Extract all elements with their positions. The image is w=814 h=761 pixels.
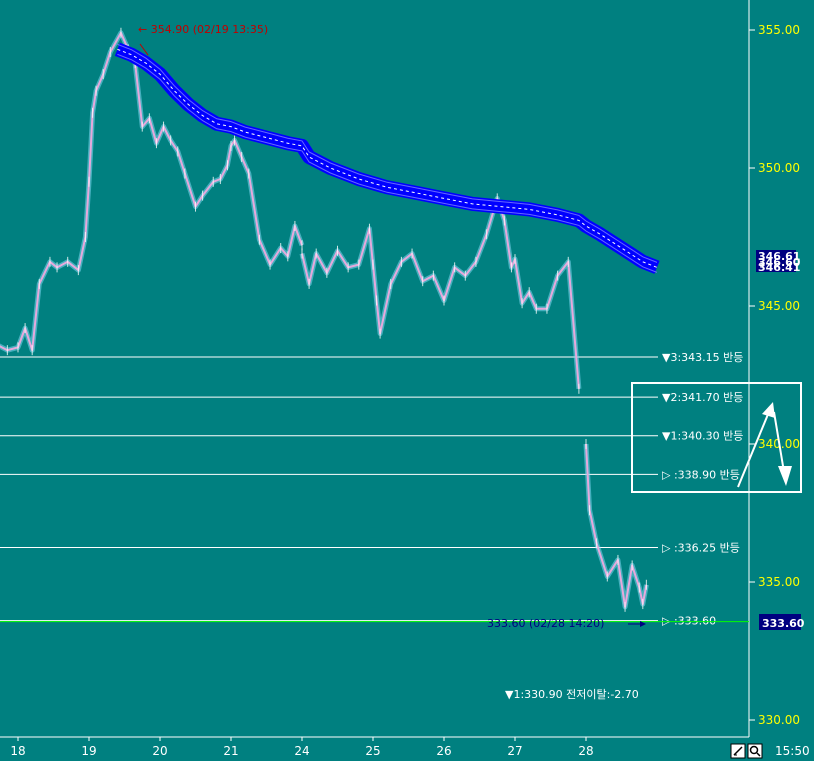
- x-tick-label: 28: [578, 744, 593, 758]
- current-price-label: 333.60: [762, 617, 805, 630]
- y-tick-label: 335.00: [758, 575, 800, 589]
- high-annotation-label: ← 354.90 (02/19 13:35): [138, 23, 268, 36]
- x-tick-label: 19: [81, 744, 96, 758]
- up-arrowhead-icon: [762, 402, 775, 418]
- x-tick-label: 20: [152, 744, 167, 758]
- bottom-toolbar: 15:50: [730, 743, 810, 759]
- price-box-3: 346.60: [758, 256, 801, 269]
- bottom-annotation-label: ▼1:330.90 전저이탈:-2.70: [505, 688, 639, 701]
- price-line: [301, 197, 580, 389]
- level-label: ▷ :338.90 반등: [662, 468, 740, 481]
- y-tick-label: 345.00: [758, 299, 800, 313]
- x-tick-label: 27: [507, 744, 522, 758]
- moving-average-channel: [114, 42, 660, 274]
- y-tick-label: 330.00: [758, 713, 800, 727]
- x-tick-label: 24: [294, 744, 309, 758]
- price-series: [0, 27, 649, 612]
- support-levels: ▼3:343.15 반등 ▼2:341.70 반등 ▼1:340.30 반등 ▷ :3…: [0, 351, 749, 628]
- down-arrowhead-icon: [778, 466, 792, 486]
- current-price-box: 333.60: [759, 614, 805, 630]
- pen-icon[interactable]: [730, 743, 746, 759]
- level-label: ▼2:341.70 반등: [662, 391, 743, 404]
- channel-lower: [117, 53, 658, 273]
- channel-band: [114, 42, 660, 274]
- y-tick-label: 350.00: [758, 161, 800, 175]
- x-tick-label: 25: [365, 744, 380, 758]
- x-tick-label: 21: [223, 744, 238, 758]
- up-arrow-icon: [737, 406, 772, 488]
- price-box-2: 346.41: [758, 261, 800, 274]
- price-line: [0, 31, 303, 352]
- low-annotation: 333.60 (02/28 14:20): [487, 617, 646, 630]
- x-axis-ticks: 18 19 20 21 24 25 26 27 28: [10, 737, 594, 758]
- level-label: ▷ :336.25 반등: [662, 542, 740, 555]
- channel-center: [117, 48, 658, 268]
- price-box-1: 346.61: [758, 250, 800, 263]
- right-price-boxes: 346.61 346.41 346.60: [756, 250, 801, 274]
- price-line-shadow: [0, 30, 305, 353]
- zoom-icon[interactable]: [747, 743, 763, 759]
- y-tick-label: 355.00: [758, 23, 800, 37]
- level-label: ▼1:340.30 반등: [662, 430, 743, 443]
- time-label: 15:50: [775, 744, 810, 758]
- highlight-zone: [631, 382, 802, 493]
- low-annotation-label: 333.60 (02/28 14:20): [487, 617, 604, 630]
- high-annotation: ← 354.90 (02/19 13:35): [138, 23, 268, 56]
- level-label: ▼3:343.15 반등: [662, 351, 743, 364]
- channel-upper: [117, 43, 658, 263]
- price-line: [585, 443, 648, 608]
- x-tick-label: 26: [436, 744, 451, 758]
- x-tick-label: 18: [10, 744, 25, 758]
